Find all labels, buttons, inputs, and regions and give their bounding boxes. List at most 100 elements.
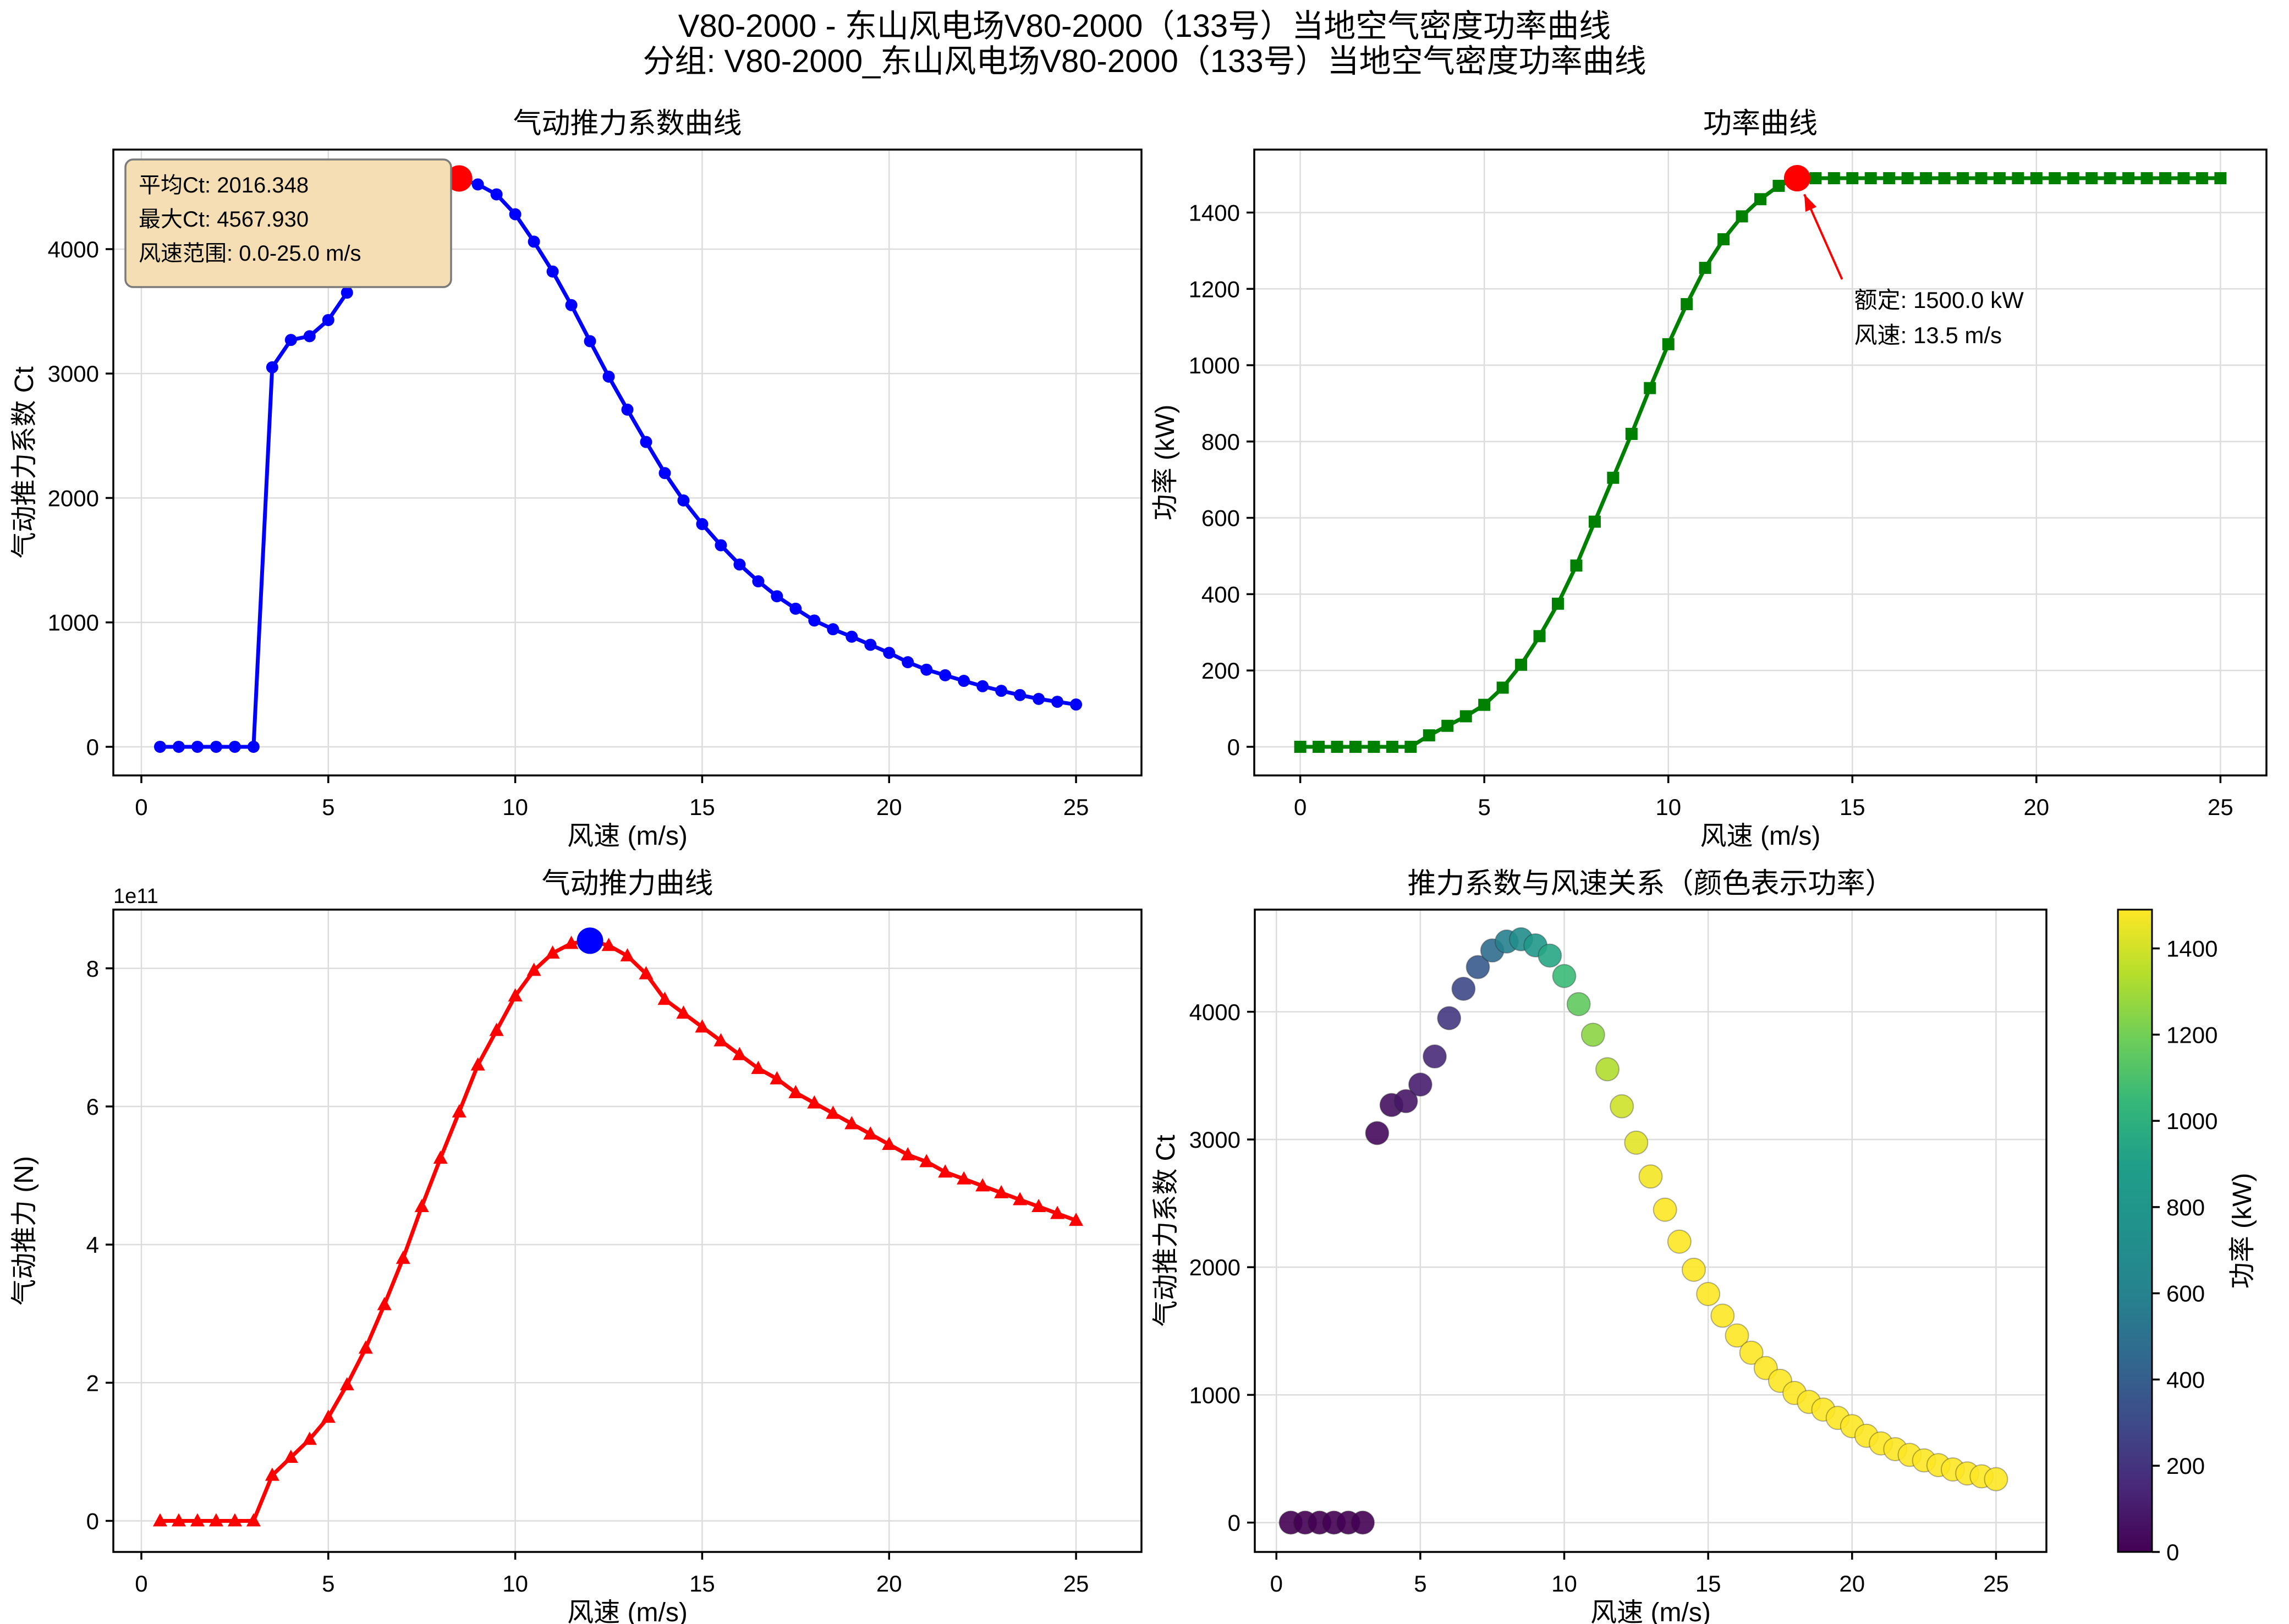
data-point-marker [1993, 172, 2006, 185]
annotation-line: 额定: 1500.0 kW [1854, 287, 2024, 313]
scatter-point [1725, 1323, 1749, 1348]
data-point-marker [751, 1060, 766, 1074]
data-point-marker [1533, 630, 1546, 642]
scatter-point [1351, 1510, 1375, 1535]
data-point-marker [1717, 233, 1730, 246]
highlight-dot [1783, 165, 1810, 192]
y-tick-label: 4000 [1189, 999, 1240, 1025]
data-point-marker [1681, 298, 1693, 311]
series-markers [152, 933, 1084, 1527]
data-point-marker [584, 335, 596, 348]
data-point-marker [433, 1150, 448, 1164]
data-point-marker [1864, 172, 1877, 185]
x-tick-label: 10 [502, 1571, 528, 1597]
data-point-marker [2012, 172, 2024, 185]
data-point-marker [283, 1449, 298, 1463]
data-point-marker [2140, 172, 2153, 185]
x-tick-label: 5 [322, 1571, 334, 1597]
data-point-marker [377, 1297, 392, 1311]
data-point-marker [526, 962, 541, 976]
ticks: 0 5 10 15 20 25 0 1000 2000 3000 4000 [48, 236, 1089, 820]
data-point-marker [976, 680, 989, 692]
data-point-marker [863, 1126, 878, 1140]
data-point-marker [153, 740, 166, 753]
chart-power-curve: 0 5 10 15 20 25 0 200 400 600 800 1000 1200 1400 功率曲线风… [1151, 108, 2268, 851]
x-tick-label: 10 [1551, 1571, 1577, 1597]
data-point-marker [844, 1116, 859, 1130]
grid [113, 910, 1141, 1552]
axes-spines [1253, 148, 2268, 777]
data-point-marker [1033, 692, 1045, 705]
data-point-marker [713, 1033, 728, 1047]
x-axis-label: 风速 (m/s) [1590, 1598, 1711, 1624]
data-point-marker [1809, 172, 1822, 185]
data-point-marker [1883, 172, 1896, 185]
data-point-marker [284, 334, 297, 346]
data-point-marker [695, 1019, 710, 1033]
data-point-marker [302, 1432, 317, 1445]
data-point-marker [2067, 172, 2079, 185]
x-tick-label: 0 [135, 1571, 147, 1597]
x-tick-label: 15 [689, 794, 715, 820]
axes-title: 推力系数与风速关系（颜色表示功率） [1407, 868, 1893, 900]
data-point-marker [509, 208, 522, 221]
data-point-marker [1459, 710, 1472, 723]
axes-spines [112, 148, 1143, 777]
data-point-marker [470, 1057, 485, 1071]
data-point-marker [958, 675, 970, 687]
x-tick-label: 5 [322, 794, 334, 820]
x-tick-label: 0 [1294, 794, 1307, 820]
data-point-marker [939, 669, 952, 681]
data-point-marker [1423, 729, 1435, 742]
scatter-point [1739, 1340, 1764, 1365]
axes-spines [1254, 909, 2048, 1553]
y-tick-label: 1000 [1189, 1382, 1240, 1408]
data-point-marker [883, 647, 896, 659]
y-tick-label: 3000 [1189, 1127, 1240, 1153]
y-tick-label: 800 [1201, 429, 1240, 455]
x-axis-label: 风速 (m/s) [567, 1598, 688, 1624]
axes-title: 气动推力系数曲线 [513, 108, 742, 140]
scatter-point [1552, 964, 1577, 988]
colorbar-tick-label: 600 [2166, 1281, 2205, 1307]
x-tick-label: 25 [1063, 794, 1089, 820]
data-point-marker [1570, 559, 1583, 572]
data-point-marker [2195, 172, 2208, 185]
ticks: 0 5 10 15 20 25 0 1000 2000 3000 4000 [1189, 999, 2009, 1597]
figure-suptitle-line1: V80-2000 - 东山风电场V80-2000（133号）当地空气密度功率曲线 [678, 8, 1611, 44]
data-point-marker [1496, 681, 1509, 694]
data-point-marker [172, 740, 185, 753]
scatter-point [1451, 976, 1476, 1001]
x-axis-label: 风速 (m/s) [567, 822, 688, 851]
colorbar-gradient [2117, 909, 2153, 1553]
data-point-marker [771, 590, 783, 603]
data-point-marker [208, 1513, 223, 1527]
data-point-marker [1588, 515, 1601, 528]
data-point-marker [171, 1513, 186, 1527]
data-point-marker [228, 740, 241, 753]
data-point-marker [266, 361, 278, 373]
data-point-marker [826, 1105, 841, 1119]
data-point-marker [1031, 1199, 1046, 1213]
data-point-marker [846, 630, 858, 643]
axes-title: 功率曲线 [1703, 108, 1818, 140]
data-point-marker [1644, 382, 1656, 394]
y-tick-label: 4 [86, 1232, 99, 1258]
data-point-marker [1050, 1205, 1065, 1219]
data-point-marker [640, 436, 652, 448]
data-point-marker [321, 1410, 336, 1423]
data-point-marker [1607, 471, 1620, 484]
data-point-marker [975, 1178, 990, 1192]
x-tick-label: 15 [1695, 1571, 1721, 1597]
scatter-point [1538, 943, 1562, 968]
data-point-marker [788, 1084, 803, 1098]
colorbar-tick-label: 800 [2166, 1194, 2205, 1220]
data-point-marker [452, 1104, 466, 1117]
data-point-marker [639, 966, 654, 979]
y-tick-label: 2 [86, 1370, 99, 1396]
x-tick-label: 10 [502, 794, 528, 820]
data-point-marker [827, 623, 839, 636]
scatter-point [1365, 1121, 1390, 1146]
data-point-marker [677, 494, 690, 507]
